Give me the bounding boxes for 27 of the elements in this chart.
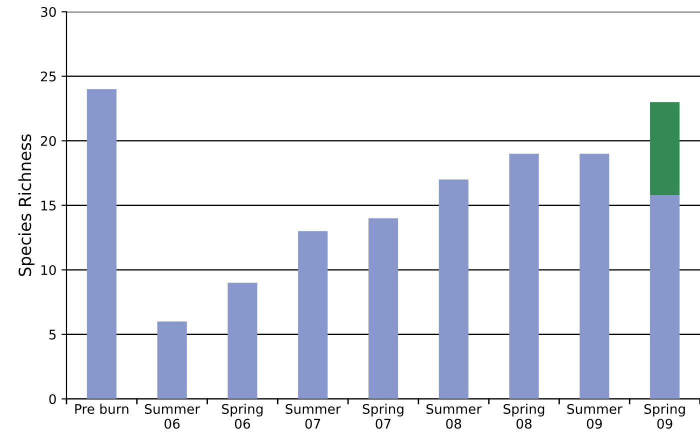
- x-tick-label: Spring 08: [504, 404, 544, 429]
- y-tick-label: 25: [40, 71, 56, 82]
- y-tick-label: 5: [49, 330, 56, 340]
- x-tick-label: Spring 06: [222, 404, 263, 429]
- x-tick-label: Summer 09: [567, 404, 622, 429]
- x-tick-label: Spring 09: [644, 404, 685, 429]
- x-tick-label: Summer 08: [426, 404, 482, 429]
- x-tick-label: Spring 07: [362, 404, 404, 429]
- bar: [86, 89, 116, 399]
- y-tick-label: 20: [40, 136, 56, 146]
- x-tick-label: Summer 07: [286, 404, 341, 429]
- y-tick-label: 30: [40, 6, 56, 17]
- y-tick-label: 15: [41, 200, 56, 211]
- y-tick-label: 0: [49, 394, 56, 404]
- y-axis-title: Species Richness: [18, 134, 34, 276]
- bar: [368, 218, 398, 399]
- bar: [650, 194, 680, 399]
- bar: [650, 102, 680, 195]
- bar: [157, 321, 187, 399]
- x-tick-label: Summer 06: [144, 404, 200, 429]
- bar: [438, 180, 468, 399]
- bar: [228, 282, 258, 399]
- bar: [580, 154, 610, 399]
- bar: [298, 231, 328, 399]
- y-tick-label: 10: [41, 265, 56, 276]
- x-tick-label: Pre burn: [75, 404, 128, 414]
- bar: [509, 154, 539, 399]
